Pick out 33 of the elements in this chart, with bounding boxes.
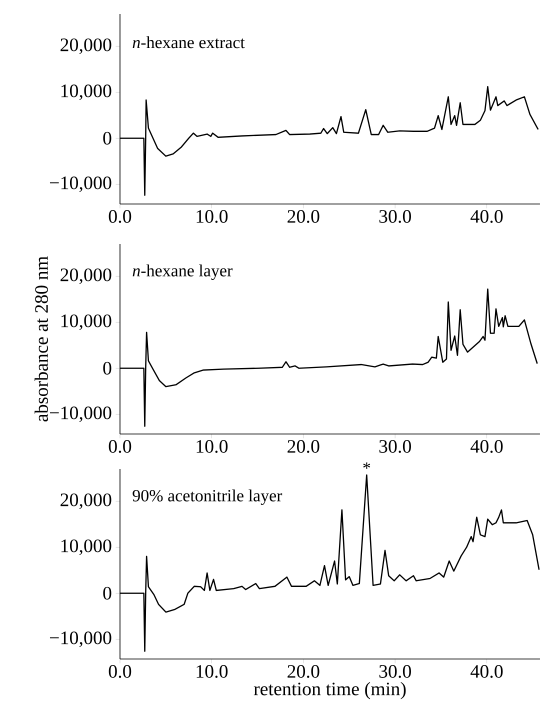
- x-tick-label: 10.0: [196, 665, 228, 678]
- text: n-hexane extract: [132, 36, 245, 48]
- annotation: *: [363, 462, 370, 469]
- x-tick-label: 0.0: [108, 665, 132, 678]
- x-tick-label: 0.0: [108, 210, 132, 223]
- x-tick-label: 30.0: [379, 210, 411, 223]
- y-tick-label: 20,000: [60, 38, 112, 54]
- y-axis-title: absorbance at 280 nm: [34, 256, 48, 422]
- x-tick-label: 0.0: [108, 440, 132, 453]
- x-tick-label: 40.0: [470, 665, 503, 678]
- y-tick-label: 10,000: [61, 539, 112, 555]
- x-tick-label: 30.0: [379, 665, 411, 678]
- y-tick-label: 10,000: [61, 314, 112, 330]
- x-tick-label: 30.0: [379, 440, 411, 453]
- y-tick-label: 0: [103, 586, 112, 600]
- y-tick-label: 20,000: [60, 493, 112, 509]
- text: n-hexane layer: [132, 264, 233, 280]
- y-tick-label: 10,000: [61, 84, 112, 100]
- x-tick-label: 10.0: [196, 210, 228, 223]
- y-tick-label: −10,000: [50, 406, 112, 422]
- x-tick-label: 40.0: [470, 210, 503, 223]
- y-tick-label: −10,000: [50, 631, 112, 647]
- x-tick-label: 20.0: [288, 440, 320, 453]
- y-tick-label: 0: [103, 132, 112, 145]
- text: 90% acetonitrile layer: [132, 489, 282, 505]
- x-tick-label: 20.0: [288, 665, 320, 678]
- x-tick-label: 10.0: [196, 440, 228, 453]
- x-axis-title: retention time (min): [254, 682, 406, 700]
- y-tick-label: 0: [103, 362, 112, 375]
- x-tick-label: 20.0: [288, 210, 320, 223]
- y-tick-label: −10,000: [50, 176, 112, 192]
- x-tick-label: 40.0: [470, 440, 503, 453]
- y-tick-label: 20,000: [60, 268, 112, 284]
